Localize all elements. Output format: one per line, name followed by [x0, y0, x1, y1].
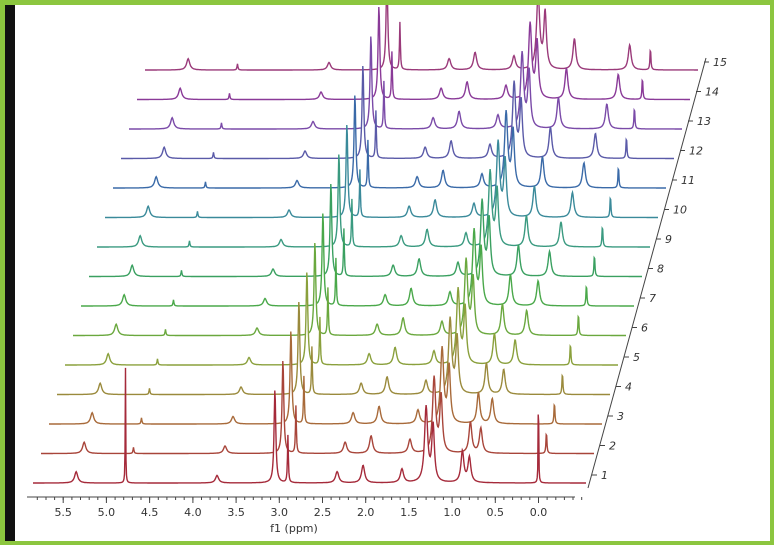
spectrum-index-label: 9 [665, 233, 672, 246]
spectrum-fill-13 [129, 36, 682, 129]
spectrum-index-label: 2 [609, 440, 616, 453]
spectrum-line-13 [129, 36, 682, 130]
spectrum-line-3 [49, 331, 602, 425]
spectrum-fill-14 [137, 7, 690, 100]
x-axis-title: f1 (ppm) [270, 522, 318, 535]
spectrum-fill-3 [49, 331, 602, 424]
spectrum-index-label: 10 [673, 204, 687, 217]
spectrum-line-11 [113, 95, 666, 189]
spectrum-line-14 [137, 6, 690, 101]
x-tick-label: 0.5 [487, 506, 505, 519]
spectrum-line-12 [121, 65, 674, 160]
spectrum-fill-9 [97, 154, 650, 247]
spectrum-index-label: 11 [681, 174, 695, 187]
spectrum-index-label: 4 [625, 381, 632, 394]
spectrum-line-7 [81, 213, 634, 307]
x-tick-label: 5.5 [54, 506, 72, 519]
nmr-stacked-plot: 1 2 3 4 5 6 7 8 9 10 11 12 13 14 15 5.5 5.0 4.5 4.0 3.5 3.0 2… [15, 5, 770, 541]
spectrum-line-5 [65, 272, 618, 366]
spectrum-index-axis [587, 57, 707, 489]
spectrum-line-2 [41, 360, 594, 455]
spectrum-index-label: 12 [689, 145, 703, 158]
x-tick-label: 5.0 [98, 506, 116, 519]
spectrum-index-label: 15 [713, 56, 727, 69]
spectrum-fill-2 [41, 361, 594, 454]
spectrum-index-label: 1 [601, 469, 608, 482]
x-tick-label: 4.0 [184, 506, 202, 519]
x-tick-label: 0.0 [530, 506, 548, 519]
spectrum-line-4 [57, 301, 610, 396]
spectrum-index-label: 5 [633, 351, 640, 364]
x-tick-label: 2.5 [314, 506, 332, 519]
spectrum-line-6 [73, 242, 626, 337]
left-dark-bar [5, 5, 15, 541]
x-tick-label: 3.5 [227, 506, 245, 519]
spectrum-fill-11 [113, 95, 666, 188]
spectrum-fill-10 [105, 125, 658, 218]
spectrum-fill-6 [73, 243, 626, 336]
spectrum-index-label: 14 [705, 86, 719, 99]
spectrum-index-label: 8 [657, 263, 664, 276]
spectrum-line-15 [145, 5, 698, 71]
spectrum-index-label: 13 [697, 115, 711, 128]
spectrum-index-label: 6 [641, 322, 648, 335]
x-tick-label: 1.5 [400, 506, 418, 519]
spectrum-index-label: 7 [649, 292, 656, 305]
spectrum-fill-5 [65, 272, 618, 365]
spectrum-index-label: 3 [617, 410, 624, 423]
spectra-group [33, 5, 698, 484]
x-tick-label: 1.0 [443, 506, 461, 519]
x-tick-label: 2.0 [357, 506, 375, 519]
spectrum-fill-15 [145, 5, 698, 70]
spectrum-line-8 [89, 183, 642, 278]
spectrum-line-9 [97, 154, 650, 248]
spectrum-fill-12 [121, 66, 674, 159]
spectrum-line-1 [33, 367, 586, 484]
x-tick-label: 4.5 [141, 506, 159, 519]
x-tick-label: 3.0 [271, 506, 289, 519]
spectrum-line-10 [105, 124, 658, 219]
